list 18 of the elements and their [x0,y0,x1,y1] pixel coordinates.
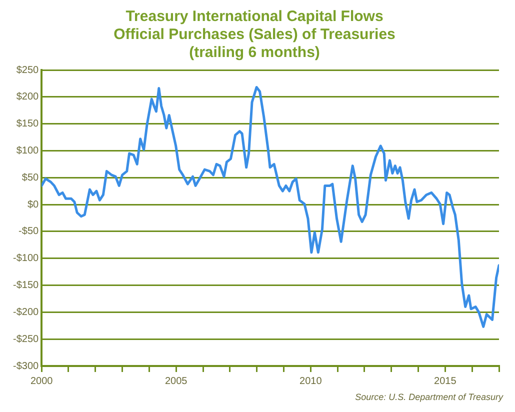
y-tick-label: -$250 [13,334,40,345]
x-tick-label: 2005 [164,376,188,387]
source-note: Source: U.S. Department of Treasury [355,392,504,402]
chart-title: Treasury International Capital Flows Official Purchases (Sales) of Treasuries (trailing 6 months) [114,8,396,62]
y-tick-label: $150 [16,118,40,130]
y-tick-label: -$50 [18,226,40,238]
y-tick-label: $250 [16,64,40,76]
x-tick-label: 2000 [30,376,54,387]
x-tick-label: 2015 [434,376,457,387]
y-tick-label: $200 [16,92,40,103]
y-tick-label: $50 [22,172,40,184]
y-tick-label: $0 [27,199,40,210]
x-tick-label: 2010 [300,376,322,387]
y-tick-label: -$200 [13,306,40,318]
y-tick-label: -$300 [13,360,40,372]
y-tick-label: -$150 [13,280,40,292]
y-tick-label: -$100 [13,253,40,264]
y-tick-label: $100 [16,145,40,156]
